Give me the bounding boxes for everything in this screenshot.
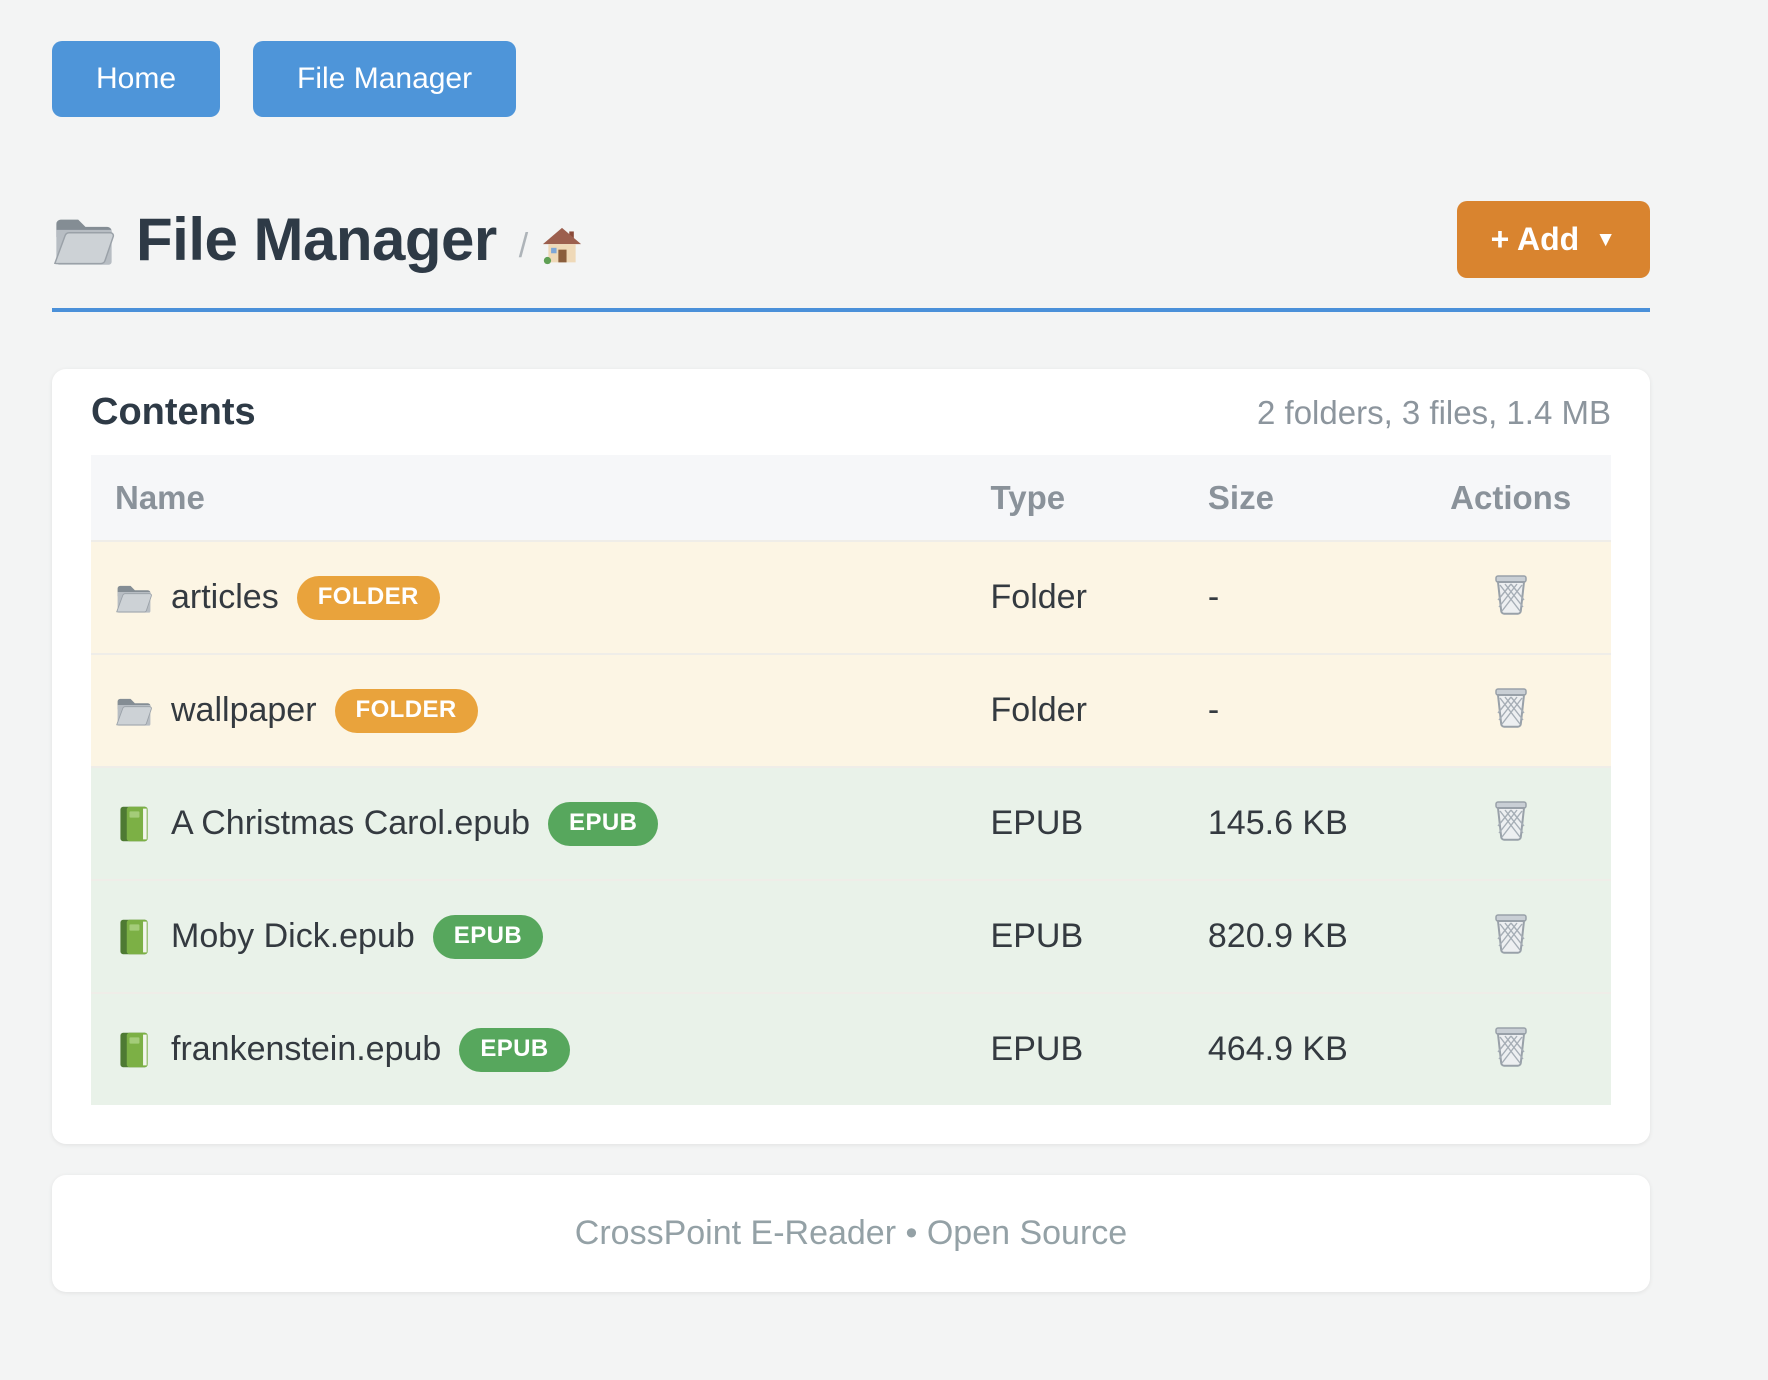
column-header-actions: Actions bbox=[1410, 455, 1611, 541]
type-badge: FOLDER bbox=[296, 575, 440, 620]
contents-header: Contents 2 folders, 3 files, 1.4 MB bbox=[91, 391, 1611, 434]
table-row[interactable]: A Christmas Carol.epub EPUB EPUB 145.6 K… bbox=[91, 767, 1611, 880]
type-badge: EPUB bbox=[459, 1027, 570, 1072]
page-container: Home File Manager File Manager / + Add bbox=[52, 0, 1650, 1292]
column-header-size: Size bbox=[1183, 455, 1411, 541]
page-title: File Manager bbox=[136, 206, 497, 273]
title-underline bbox=[52, 308, 1650, 312]
title-group: File Manager / bbox=[52, 205, 582, 274]
table-row[interactable]: articles FOLDER Folder - bbox=[91, 541, 1611, 654]
page-header: File Manager / + Add ▼ bbox=[52, 201, 1650, 278]
folder-icon bbox=[116, 698, 152, 726]
file-name-cell: Moby Dick.epub EPUB bbox=[115, 914, 967, 959]
top-nav: Home File Manager bbox=[52, 0, 1650, 117]
folder-icon bbox=[116, 585, 152, 613]
home-button[interactable]: Home bbox=[52, 41, 221, 117]
file-name[interactable]: wallpaper bbox=[171, 691, 317, 729]
delete-button[interactable] bbox=[1492, 684, 1530, 728]
file-name[interactable]: A Christmas Carol.epub bbox=[171, 804, 531, 842]
column-header-type: Type bbox=[966, 455, 1184, 541]
folder-icon bbox=[53, 219, 115, 265]
file-size: 820.9 KB bbox=[1207, 917, 1348, 955]
contents-card: Contents 2 folders, 3 files, 1.4 MB Name… bbox=[52, 369, 1650, 1144]
delete-button[interactable] bbox=[1492, 571, 1530, 615]
add-button[interactable]: + Add ▼ bbox=[1456, 201, 1650, 278]
file-name-cell: A Christmas Carol.epub EPUB bbox=[115, 801, 967, 846]
file-type: EPUB bbox=[990, 917, 1084, 955]
file-type: EPUB bbox=[990, 1030, 1084, 1068]
add-button-label: + Add bbox=[1490, 221, 1580, 257]
table-header-row: Name Type Size Actions bbox=[91, 455, 1611, 541]
file-type: Folder bbox=[990, 691, 1087, 729]
type-badge: EPUB bbox=[548, 801, 659, 846]
file-manager-button[interactable]: File Manager bbox=[253, 41, 517, 117]
table-row[interactable]: wallpaper FOLDER Folder - bbox=[91, 654, 1611, 767]
book-icon bbox=[120, 919, 148, 954]
file-size: - bbox=[1207, 578, 1220, 616]
footer-text: CrossPoint E-Reader • Open Source bbox=[574, 1214, 1128, 1252]
file-name[interactable]: Moby Dick.epub bbox=[171, 917, 415, 955]
file-name[interactable]: frankenstein.epub bbox=[171, 1030, 442, 1068]
breadcrumb-separator: / bbox=[518, 227, 529, 265]
file-type: Folder bbox=[990, 578, 1087, 616]
contents-summary: 2 folders, 3 files, 1.4 MB bbox=[1257, 394, 1611, 431]
file-size: - bbox=[1207, 691, 1220, 729]
file-type: EPUB bbox=[990, 804, 1084, 842]
file-table: Name Type Size Actions articles FOLDER F… bbox=[91, 455, 1611, 1105]
table-row[interactable]: frankenstein.epub EPUB EPUB 464.9 KB bbox=[91, 993, 1611, 1105]
delete-button[interactable] bbox=[1492, 910, 1530, 954]
home-icon[interactable] bbox=[542, 226, 582, 266]
trash-icon bbox=[1494, 1027, 1527, 1067]
trash-icon bbox=[1494, 575, 1527, 615]
contents-heading: Contents bbox=[91, 391, 256, 433]
file-name-cell: frankenstein.epub EPUB bbox=[115, 1027, 967, 1072]
delete-button[interactable] bbox=[1492, 1023, 1530, 1067]
file-name-cell: articles FOLDER bbox=[115, 575, 967, 620]
type-badge: EPUB bbox=[432, 914, 544, 959]
file-size: 464.9 KB bbox=[1207, 1030, 1348, 1068]
delete-button[interactable] bbox=[1492, 797, 1530, 841]
trash-icon bbox=[1494, 688, 1527, 728]
file-name-cell: wallpaper FOLDER bbox=[115, 688, 967, 733]
chevron-down-icon: ▼ bbox=[1595, 227, 1616, 251]
book-icon bbox=[120, 1032, 148, 1067]
file-name[interactable]: articles bbox=[171, 578, 279, 616]
trash-icon bbox=[1494, 914, 1527, 954]
trash-icon bbox=[1494, 801, 1527, 841]
type-badge: FOLDER bbox=[334, 688, 478, 733]
footer-card: CrossPoint E-Reader • Open Source bbox=[52, 1175, 1650, 1292]
column-header-name: Name bbox=[91, 455, 967, 541]
file-size: 145.6 KB bbox=[1207, 804, 1348, 842]
table-row[interactable]: Moby Dick.epub EPUB EPUB 820.9 KB bbox=[91, 880, 1611, 993]
book-icon bbox=[120, 806, 148, 841]
